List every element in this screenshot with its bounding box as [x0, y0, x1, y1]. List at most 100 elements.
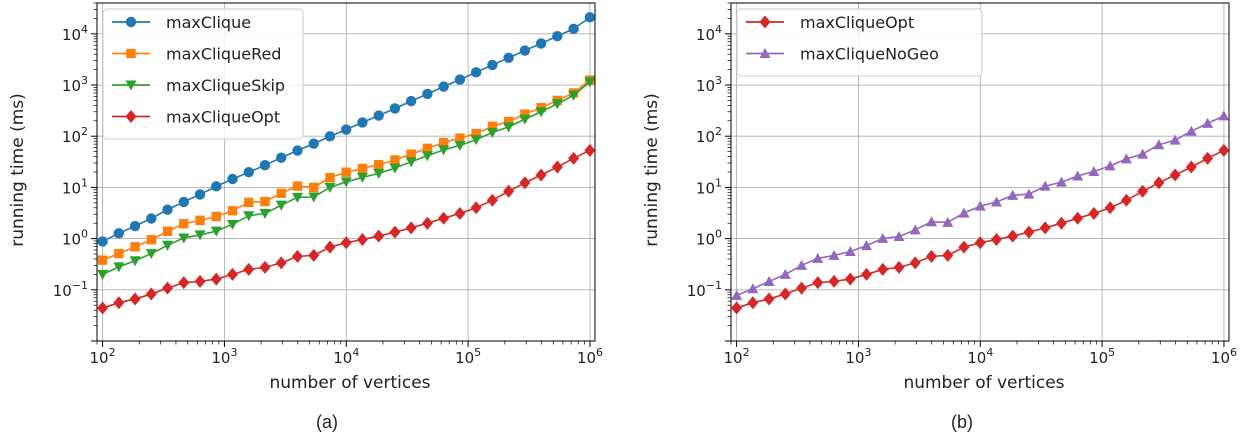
- legend-item-maxCliqueNoGeo: maxCliqueNoGeo: [746, 45, 939, 64]
- data-point: [260, 196, 270, 207]
- data-point: [309, 182, 319, 193]
- y-tick-label-base: 10: [62, 179, 81, 197]
- data-point: [97, 301, 109, 315]
- data-point: [1169, 168, 1181, 182]
- data-point: [942, 248, 954, 262]
- data-point: [796, 281, 808, 295]
- x-axis-label: number of vertices: [269, 373, 430, 393]
- chart-panel-1: 102 103 104 105 10610−1100101102103104number…: [8, 2, 603, 393]
- data-point: [812, 252, 824, 263]
- x-tick-label: 104: [967, 346, 993, 367]
- y-tick-label-base: 10: [62, 128, 81, 146]
- data-point: [146, 235, 157, 245]
- data-point: [1088, 206, 1100, 220]
- data-point: [503, 52, 514, 64]
- y-tick-label-base: 10: [696, 77, 715, 95]
- y-tick-label: 102: [696, 125, 722, 146]
- legend-marker: [759, 15, 771, 29]
- data-point: [357, 117, 368, 128]
- y-tick-label-base: 10: [696, 26, 715, 44]
- data-point: [893, 230, 905, 241]
- data-point: [356, 233, 368, 247]
- y-tick-label-base: 10: [62, 231, 81, 249]
- data-point: [909, 256, 921, 270]
- x-tick-label-base: 10: [455, 349, 474, 367]
- data-point: [389, 225, 401, 239]
- x-tick-label-base: 10: [724, 349, 743, 367]
- legend-item-maxClique: maxClique: [112, 13, 251, 32]
- data-point: [130, 242, 140, 252]
- y-tick-label-base: 10: [53, 282, 72, 300]
- y-axis-label: running time (ms): [8, 93, 28, 247]
- data-point: [584, 143, 596, 157]
- data-point: [1169, 134, 1181, 145]
- data-point: [861, 240, 873, 251]
- data-point: [227, 173, 238, 185]
- data-point: [422, 143, 433, 154]
- data-point: [1120, 193, 1132, 207]
- x-tick-label-exp: 5: [1108, 346, 1115, 359]
- data-point: [958, 240, 970, 254]
- data-point: [1039, 221, 1051, 235]
- y-tick-label-exp: 1: [715, 176, 722, 189]
- data-point: [373, 168, 385, 179]
- data-point: [178, 276, 190, 290]
- data-point: [162, 226, 173, 236]
- data-point: [520, 109, 530, 119]
- data-point: [454, 206, 466, 220]
- data-point: [568, 151, 580, 165]
- data-point: [779, 268, 791, 279]
- y-tick-label-base: 10: [696, 231, 715, 249]
- data-point: [990, 196, 1002, 207]
- x-tick-label: 102: [724, 346, 750, 367]
- x-tick-label-exp: 4: [352, 346, 359, 359]
- legend: maxCliqueOpt maxCliqueNoGeo: [736, 8, 983, 77]
- x-tick-label-exp: 2: [743, 346, 750, 359]
- data-point: [405, 95, 417, 107]
- data-point: [519, 176, 531, 190]
- data-point: [503, 116, 514, 127]
- data-point: [828, 274, 840, 288]
- data-point: [373, 229, 385, 243]
- legend-item-maxCliqueRed: maxCliqueRed: [112, 45, 281, 64]
- legend-label: maxCliqueSkip: [166, 76, 285, 95]
- data-point: [129, 220, 141, 232]
- data-point: [1202, 151, 1214, 165]
- legend-marker: [126, 48, 136, 59]
- plot-frame: [96, 2, 596, 342]
- y-tick-label: 104: [62, 23, 88, 44]
- y-tick-label-base: 10: [687, 282, 706, 300]
- legend-marker: [125, 80, 137, 91]
- data-point: [292, 181, 303, 191]
- data-point: [227, 219, 239, 230]
- data-point: [340, 177, 352, 188]
- data-point: [844, 272, 856, 286]
- data-point: [227, 206, 238, 216]
- data-point: [1023, 188, 1035, 199]
- chart-panel-2: 102 103 104 105 10610−1100101102103104number…: [642, 2, 1237, 393]
- data-point: [763, 276, 775, 287]
- data-point: [389, 103, 401, 114]
- data-point: [275, 256, 287, 270]
- y-tick-label-base: 10: [62, 26, 81, 44]
- data-point: [568, 23, 579, 35]
- data-point: [584, 77, 596, 88]
- data-point: [568, 90, 580, 101]
- data-point: [129, 256, 141, 267]
- data-point: [308, 192, 320, 203]
- x-tick-label-exp: 4: [986, 346, 993, 359]
- data-point: [1137, 184, 1149, 198]
- data-point: [438, 81, 449, 92]
- data-point: [1007, 229, 1019, 243]
- y-tick-label: 102: [62, 125, 88, 146]
- data-point: [194, 230, 206, 241]
- data-point: [552, 30, 563, 42]
- x-tick-label-exp: 2: [109, 346, 116, 359]
- y-tick-label-base: 10: [696, 128, 715, 146]
- data-point: [390, 155, 400, 165]
- data-point: [308, 248, 320, 262]
- data-point: [259, 208, 271, 219]
- y-tick-label: 103: [62, 74, 88, 95]
- y-tick-label-exp: 2: [81, 125, 88, 138]
